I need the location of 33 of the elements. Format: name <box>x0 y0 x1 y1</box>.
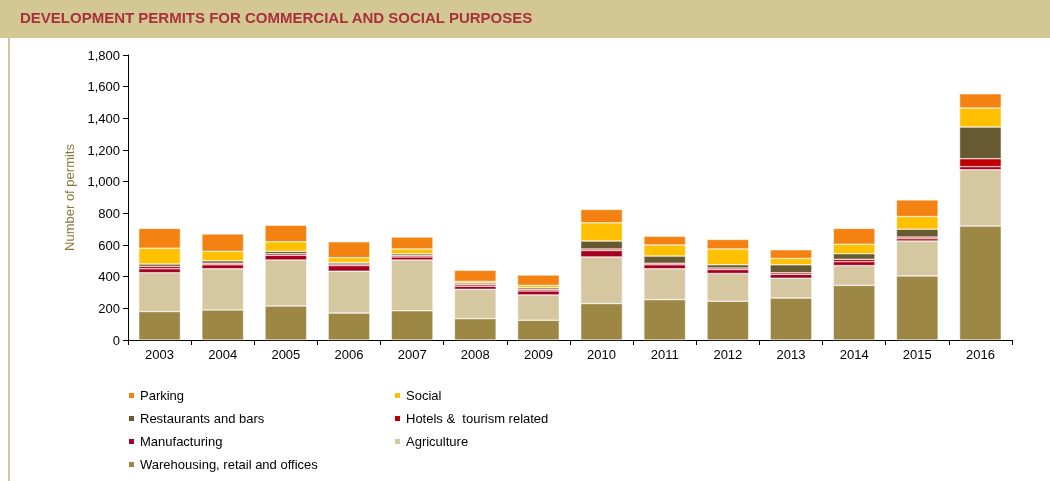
x-tick-label: 2008 <box>460 347 490 362</box>
x-tick-label: 2015 <box>902 347 932 362</box>
x-tick-label: 2014 <box>839 347 869 362</box>
chart-title: DEVELOPMENT PERMITS FOR COMMERCIAL AND SOCIAL PURPOSES <box>20 9 533 26</box>
legend-label: Manufacturing <box>140 434 223 449</box>
y-axis-title: Number of permits <box>62 143 77 251</box>
y-tick-label: 1,200 <box>87 142 120 158</box>
legend-label: Parking <box>140 388 185 403</box>
x-tick-label: 2006 <box>334 347 364 362</box>
legend-label: Hotels & tourism related <box>406 411 549 426</box>
x-tick-label: 2005 <box>271 347 301 362</box>
x-tick-label: 2011 <box>650 347 679 362</box>
y-tick-label: 600 <box>98 237 120 253</box>
y-tick-label: 200 <box>98 300 120 316</box>
x-tick-label: 2003 <box>145 347 175 362</box>
y-tick-label: 400 <box>98 269 120 285</box>
y-tick-label: 800 <box>98 205 120 221</box>
x-tick-label: 2016 <box>965 347 995 362</box>
y-tick-label: 1,600 <box>87 79 120 95</box>
x-tick-label: 2009 <box>523 347 553 362</box>
y-tick-label: 0 <box>112 332 120 348</box>
legend-label: Agriculture <box>406 434 469 449</box>
x-tick-label: 2004 <box>208 347 238 362</box>
x-tick-label: 2007 <box>397 347 427 362</box>
y-tick-label: 1,400 <box>87 110 120 126</box>
legend-label: Social <box>406 388 442 403</box>
y-tick-label: 1,800 <box>87 47 120 63</box>
x-tick-label: 2012 <box>713 347 743 362</box>
y-tick-label: 1,000 <box>87 174 120 190</box>
legend-label: Warehousing, retail and offices <box>140 457 319 472</box>
x-tick-label: 2013 <box>776 347 806 362</box>
legend-label: Restaurants and bars <box>140 411 265 426</box>
x-tick-label: 2010 <box>587 347 617 362</box>
